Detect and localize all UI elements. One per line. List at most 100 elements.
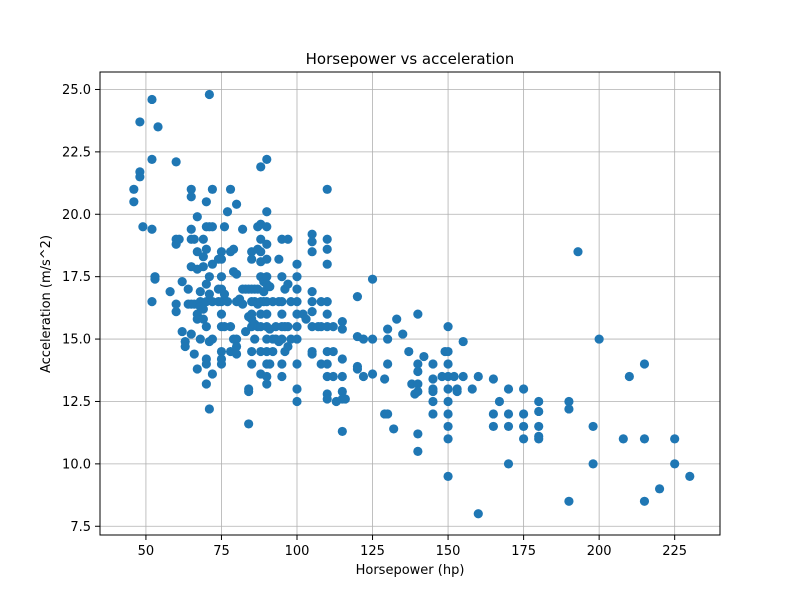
data-point <box>192 364 202 374</box>
data-point <box>352 292 363 302</box>
y-tick-label: 7.5 <box>70 520 91 535</box>
data-point <box>337 316 347 327</box>
data-point <box>292 334 302 344</box>
data-point <box>449 371 459 382</box>
y-tick-label: 20.0 <box>62 208 91 223</box>
data-point <box>307 297 317 307</box>
data-point <box>216 272 227 282</box>
data-point <box>231 334 242 344</box>
data-point <box>322 359 332 369</box>
data-point <box>256 247 266 257</box>
data-point <box>277 359 287 369</box>
data-point <box>488 374 498 384</box>
chart-title: Horsepower vs acceleration <box>306 50 515 68</box>
data-point <box>488 409 498 419</box>
data-point <box>204 272 214 282</box>
data-point <box>292 272 302 282</box>
data-point <box>443 396 453 407</box>
data-point <box>413 379 423 389</box>
data-point <box>473 509 483 519</box>
data-point <box>207 334 217 344</box>
data-point <box>337 371 347 382</box>
data-points <box>129 89 695 519</box>
data-point <box>222 297 233 307</box>
data-point <box>262 371 272 382</box>
data-point <box>262 222 272 232</box>
data-point <box>519 421 529 432</box>
data-point <box>201 197 211 207</box>
data-point <box>228 244 239 254</box>
data-point <box>639 359 650 369</box>
data-point <box>219 289 230 299</box>
data-point <box>473 371 483 382</box>
data-point <box>380 374 390 384</box>
data-point <box>534 434 544 444</box>
data-point <box>277 309 287 319</box>
data-point <box>307 287 317 297</box>
data-point <box>247 254 257 264</box>
data-point <box>337 386 347 397</box>
data-point <box>231 341 242 352</box>
data-point <box>322 244 332 254</box>
data-point <box>216 359 227 369</box>
data-point <box>428 374 438 384</box>
data-point <box>277 371 287 382</box>
data-point <box>147 297 157 307</box>
data-point <box>171 307 181 317</box>
data-point <box>207 184 217 194</box>
data-point <box>216 309 227 319</box>
data-point <box>207 369 217 379</box>
data-point <box>670 434 680 444</box>
data-point <box>283 341 293 352</box>
data-point <box>639 496 650 506</box>
x-tick-label: 225 <box>662 544 687 559</box>
data-point <box>129 184 139 194</box>
data-point <box>135 172 145 182</box>
data-point <box>573 247 583 257</box>
data-point <box>322 259 332 269</box>
data-point <box>594 334 604 344</box>
data-point <box>204 289 214 299</box>
x-axis-ticks: 50 75 100 125 150 175 200 225 <box>138 535 687 559</box>
data-point <box>443 346 453 357</box>
data-point <box>283 234 293 244</box>
data-point <box>201 359 211 369</box>
y-tick-label: 12.5 <box>62 395 91 410</box>
data-point <box>207 222 217 232</box>
data-point <box>183 284 193 294</box>
data-point <box>367 274 378 284</box>
data-point <box>150 274 160 284</box>
data-point <box>328 346 338 357</box>
data-point <box>186 192 196 202</box>
data-point <box>443 471 453 481</box>
data-point <box>413 386 423 397</box>
data-point <box>153 122 163 132</box>
data-point <box>238 224 248 234</box>
data-point <box>292 396 302 407</box>
data-point <box>383 359 393 369</box>
data-point <box>174 234 184 244</box>
data-point <box>231 199 242 209</box>
data-point <box>428 386 438 397</box>
data-point <box>247 346 257 357</box>
data-point <box>367 334 378 344</box>
data-point <box>292 359 302 369</box>
y-tick-label: 22.5 <box>62 145 91 160</box>
data-point <box>262 379 272 389</box>
data-point <box>503 384 514 394</box>
data-point <box>238 299 248 309</box>
data-point <box>274 254 284 264</box>
data-point <box>322 234 332 244</box>
data-point <box>198 252 208 262</box>
data-point <box>322 394 332 404</box>
data-point <box>244 386 254 397</box>
data-point <box>283 321 293 332</box>
data-point <box>358 334 369 344</box>
y-axis-label: Acceleration (m/s^2) <box>39 235 54 373</box>
x-tick-label: 75 <box>213 544 230 559</box>
data-point <box>398 329 408 339</box>
data-point <box>225 321 236 332</box>
x-tick-label: 175 <box>511 544 536 559</box>
data-point <box>337 354 347 364</box>
